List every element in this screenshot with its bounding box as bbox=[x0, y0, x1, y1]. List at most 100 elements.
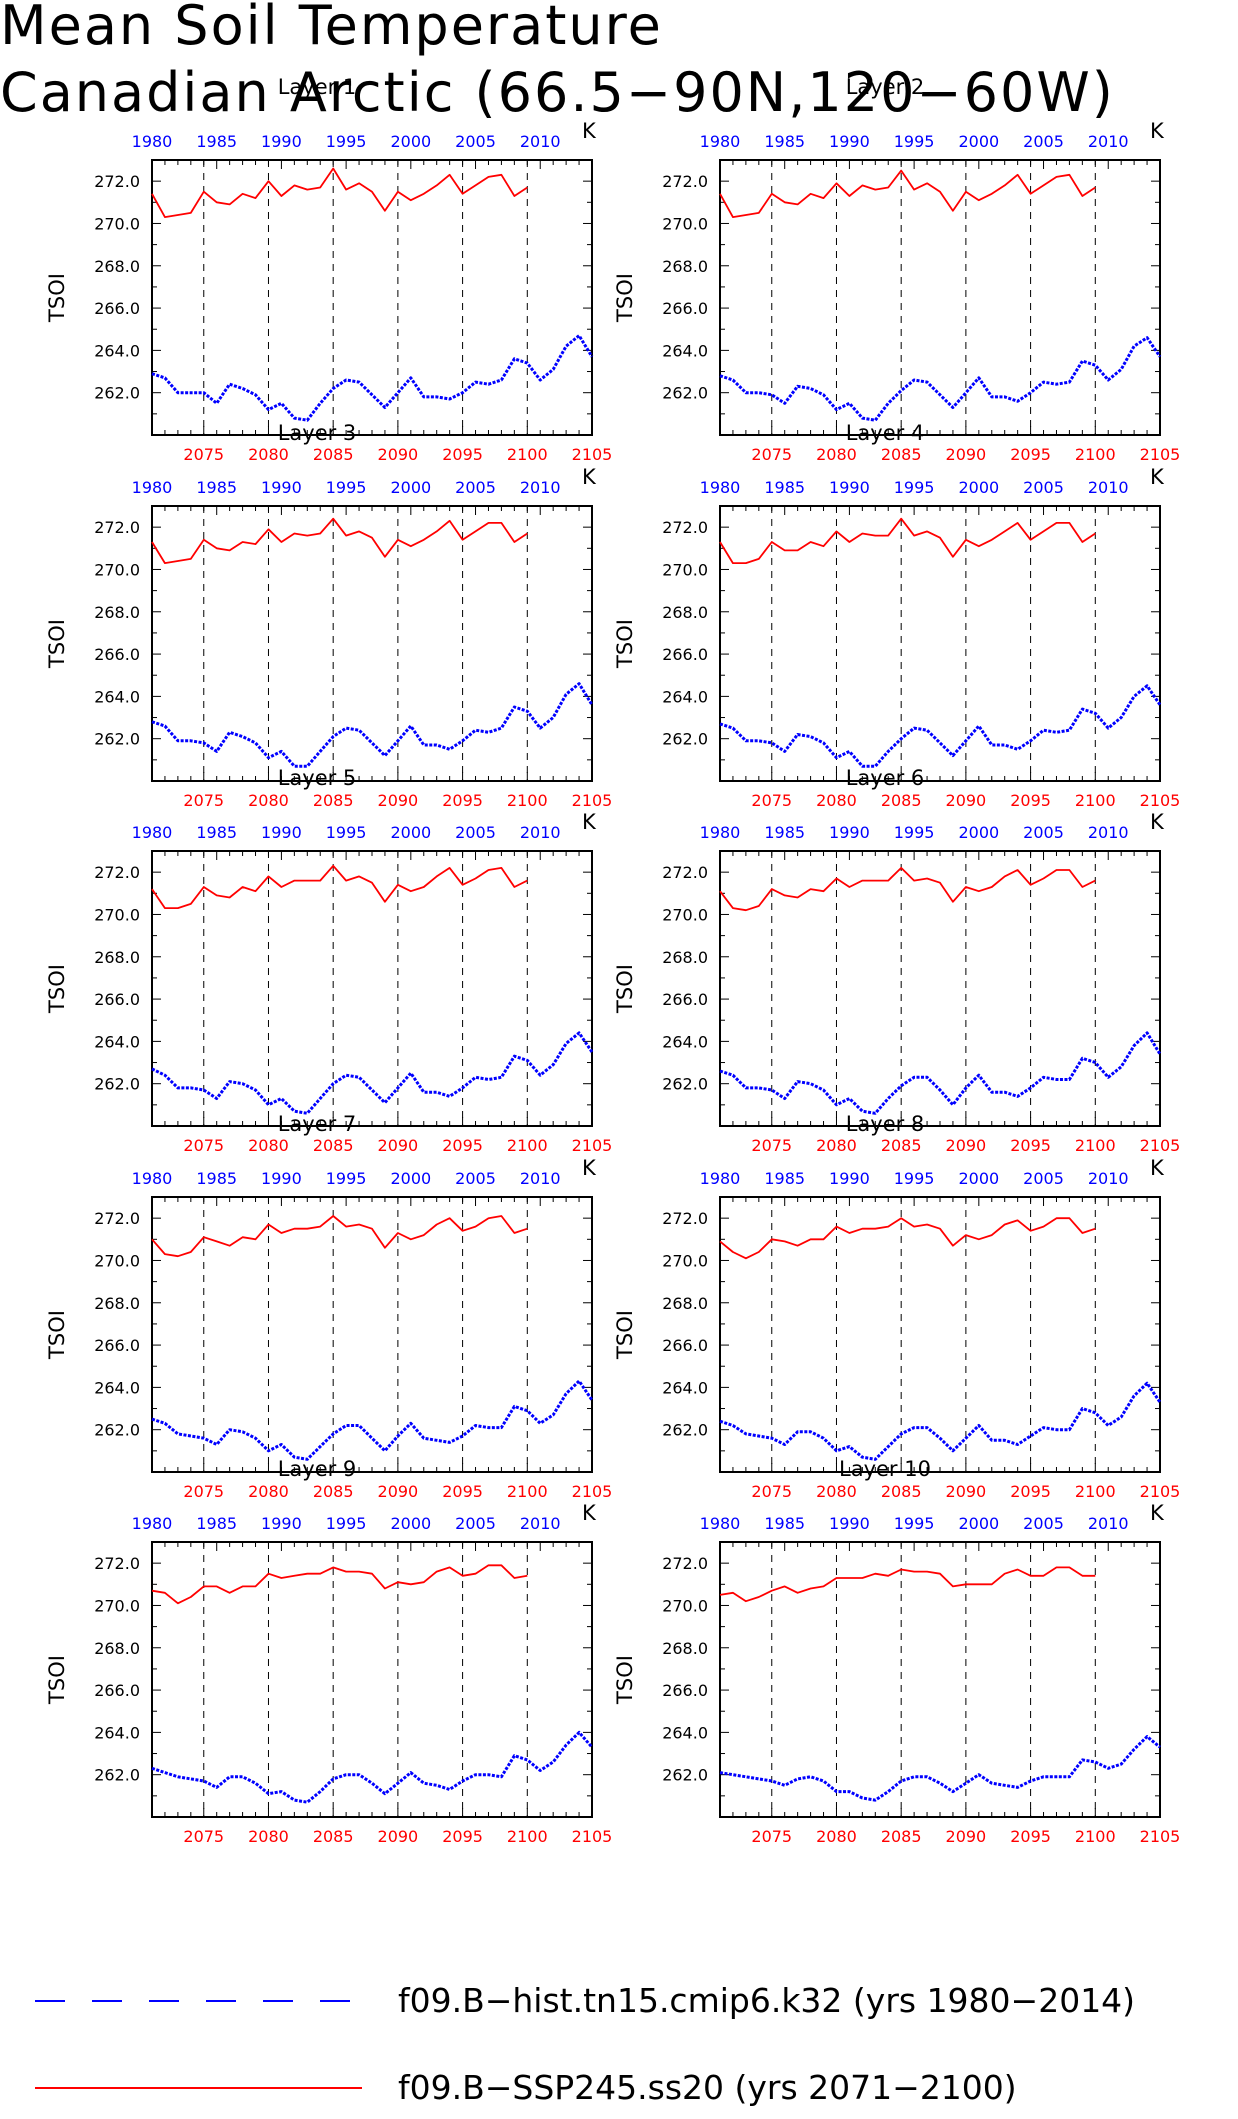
top-tick-label: 1985 bbox=[764, 1169, 805, 1188]
bottom-tick-label: 2090 bbox=[378, 1827, 419, 1846]
top-tick-label: 2010 bbox=[520, 132, 561, 151]
top-tick-label: 2000 bbox=[390, 478, 431, 497]
top-tick-label: 2000 bbox=[958, 132, 999, 151]
y-tick-label: 268.0 bbox=[662, 1294, 708, 1313]
top-tick-label: 2010 bbox=[1088, 478, 1129, 497]
y-tick-label: 264.0 bbox=[662, 1723, 708, 1742]
top-tick-label: 1980 bbox=[700, 1514, 741, 1533]
y-tick-label: 272.0 bbox=[662, 518, 708, 537]
bottom-tick-label: 2090 bbox=[946, 445, 987, 464]
bottom-tick-label: 2100 bbox=[1075, 445, 1116, 464]
y-tick-label: 262.0 bbox=[94, 1075, 140, 1094]
y-axis-label: TSOI bbox=[45, 964, 69, 1014]
bottom-tick-label: 2095 bbox=[442, 1136, 483, 1155]
y-tick-label: 266.0 bbox=[662, 990, 708, 1009]
y-axis-label: TSOI bbox=[45, 273, 69, 323]
top-tick-label: 2000 bbox=[958, 478, 999, 497]
bottom-tick-label: 2075 bbox=[183, 1482, 224, 1501]
y-axis-label: TSOI bbox=[45, 1310, 69, 1360]
series-line-hist bbox=[719, 1381, 1162, 1461]
series-line-ssp245 bbox=[719, 1217, 1096, 1260]
y-tick-label: 262.0 bbox=[662, 1421, 708, 1440]
bottom-tick-label: 2080 bbox=[248, 1482, 289, 1501]
bottom-tick-label: 2095 bbox=[1010, 1482, 1051, 1501]
top-tick-label: 1995 bbox=[326, 1514, 367, 1533]
bottom-tick-label: 2105 bbox=[572, 1136, 613, 1155]
y-axis-label: TSOI bbox=[613, 619, 637, 669]
top-tick-label: 1990 bbox=[261, 132, 302, 151]
y-tick-label: 262.0 bbox=[94, 1766, 140, 1785]
bottom-tick-label: 2105 bbox=[1140, 791, 1181, 810]
chart-panel-5: Layer 5 TSOI K 2075 2080 2085 2090 2095 2100 2105… bbox=[45, 766, 612, 1155]
top-tick-label: 1990 bbox=[261, 823, 302, 842]
top-tick-label: 1980 bbox=[132, 823, 173, 842]
panel-title: Layer 2 bbox=[846, 75, 925, 99]
bottom-tick-label: 2095 bbox=[442, 791, 483, 810]
top-tick-label: 1995 bbox=[326, 823, 367, 842]
series-line-hist bbox=[719, 684, 1162, 768]
bottom-tick-label: 2095 bbox=[1010, 1827, 1051, 1846]
y-tick-label: 268.0 bbox=[662, 257, 708, 276]
series-line-hist bbox=[151, 1379, 594, 1461]
bottom-tick-label: 2095 bbox=[442, 1482, 483, 1501]
series-line-hist bbox=[151, 334, 594, 422]
bottom-tick-label: 2100 bbox=[1075, 1136, 1116, 1155]
panel-title: Layer 1 bbox=[278, 75, 357, 99]
y-tick-label: 264.0 bbox=[662, 1032, 708, 1051]
top-tick-label: 2005 bbox=[455, 823, 496, 842]
top-tick-label: 1995 bbox=[326, 132, 367, 151]
bottom-tick-label: 2085 bbox=[313, 1136, 354, 1155]
y-tick-label: 266.0 bbox=[662, 645, 708, 664]
top-tick-label: 1985 bbox=[764, 478, 805, 497]
panel-title: Layer 4 bbox=[846, 421, 925, 445]
bottom-tick-label: 2080 bbox=[248, 1827, 289, 1846]
y-axis-label: TSOI bbox=[613, 273, 637, 323]
top-tick-label: 1985 bbox=[196, 823, 237, 842]
y-tick-label: 262.0 bbox=[662, 1766, 708, 1785]
unit-label: K bbox=[582, 810, 597, 834]
chart-panel-7: Layer 7 TSOI K 2075 2080 2085 2090 2095 2100 2105… bbox=[45, 1112, 612, 1501]
bottom-tick-label: 2085 bbox=[881, 1136, 922, 1155]
bottom-tick-label: 2080 bbox=[816, 791, 857, 810]
top-tick-label: 2010 bbox=[520, 823, 561, 842]
top-tick-label: 1990 bbox=[829, 823, 870, 842]
panel-title: Layer 10 bbox=[839, 1457, 931, 1481]
unit-label: K bbox=[1150, 1156, 1165, 1180]
top-tick-label: 1985 bbox=[764, 132, 805, 151]
bottom-tick-label: 2090 bbox=[946, 1827, 987, 1846]
y-tick-label: 264.0 bbox=[94, 1378, 140, 1397]
plot-frame bbox=[719, 1196, 1161, 1473]
top-tick-label: 2005 bbox=[1023, 132, 1064, 151]
bottom-tick-label: 2075 bbox=[183, 791, 224, 810]
bottom-tick-label: 2080 bbox=[816, 1827, 857, 1846]
y-tick-label: 268.0 bbox=[662, 1639, 708, 1658]
bottom-tick-label: 2075 bbox=[751, 445, 792, 464]
top-tick-label: 1995 bbox=[894, 1514, 935, 1533]
unit-label: K bbox=[582, 465, 597, 489]
top-tick-label: 2000 bbox=[958, 1514, 999, 1533]
bottom-tick-label: 2090 bbox=[946, 1136, 987, 1155]
top-tick-label: 2000 bbox=[958, 1169, 999, 1188]
bottom-tick-label: 2100 bbox=[507, 445, 548, 464]
plot-frame bbox=[719, 505, 1161, 782]
top-tick-label: 2010 bbox=[520, 1169, 561, 1188]
top-tick-label: 2000 bbox=[390, 1169, 431, 1188]
y-tick-label: 266.0 bbox=[662, 299, 708, 318]
top-tick-label: 2005 bbox=[455, 1169, 496, 1188]
y-tick-label: 270.0 bbox=[94, 1251, 140, 1270]
top-tick-label: 1980 bbox=[132, 478, 173, 497]
unit-label: K bbox=[1150, 810, 1165, 834]
top-tick-label: 1985 bbox=[196, 478, 237, 497]
top-tick-label: 1990 bbox=[829, 1514, 870, 1533]
y-axis-label: TSOI bbox=[45, 1655, 69, 1705]
top-tick-label: 1990 bbox=[829, 132, 870, 151]
y-tick-label: 272.0 bbox=[662, 1554, 708, 1573]
y-tick-label: 272.0 bbox=[94, 1209, 140, 1228]
top-tick-label: 1980 bbox=[700, 132, 741, 151]
unit-label: K bbox=[582, 1156, 597, 1180]
unit-label: K bbox=[1150, 465, 1165, 489]
bottom-tick-label: 2080 bbox=[816, 445, 857, 464]
top-tick-label: 2000 bbox=[390, 1514, 431, 1533]
top-tick-label: 2010 bbox=[1088, 1514, 1129, 1533]
